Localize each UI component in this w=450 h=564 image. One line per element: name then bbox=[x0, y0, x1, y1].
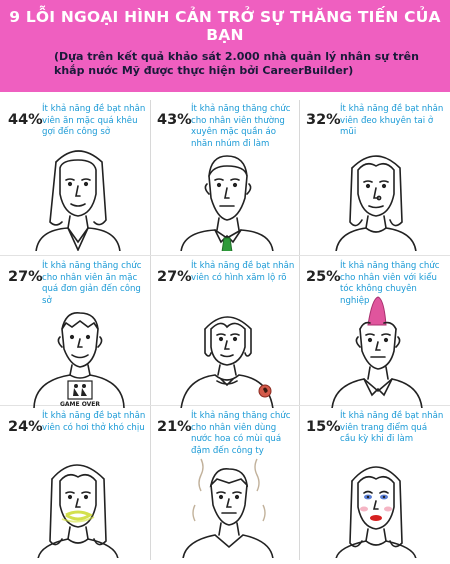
item-percent: 21% bbox=[157, 419, 192, 435]
grid-divider bbox=[0, 255, 450, 256]
survey-grid: 44% Ít khả năng đề bạt nhân viên ăn mặc … bbox=[0, 98, 450, 564]
item-percent: 43% bbox=[157, 112, 192, 128]
man-pink-mohawk-illustration bbox=[331, 296, 423, 408]
woman-nose-ring-illustration bbox=[335, 155, 417, 251]
item-percent: 25% bbox=[306, 269, 341, 285]
man-game-over-shirt-illustration: GAME OVER bbox=[33, 312, 125, 408]
survey-item: 32% Ít khả năng đề bạt nhân viên đeo khu… bbox=[300, 98, 448, 251]
item-description: Ít khả năng đề bạt nhân viên trang điểm … bbox=[340, 411, 444, 445]
survey-item: 44% Ít khả năng đề bạt nhân viên ăn mặc … bbox=[2, 98, 150, 251]
survey-item: 43% Ít khả năng thăng chức cho nhân viên… bbox=[151, 98, 299, 251]
grid-divider bbox=[150, 100, 151, 560]
item-percent: 44% bbox=[8, 112, 43, 128]
survey-item: 24% Ít khả năng đề bạt nhân viên có hơi … bbox=[2, 405, 150, 558]
item-percent: 15% bbox=[306, 419, 341, 435]
item-description: Ít khả năng thăng chức cho nhân viên với… bbox=[340, 261, 440, 306]
item-description: Ít khả năng thăng chức cho nhân viên ăn … bbox=[42, 261, 142, 306]
page-title: 9 LỖI NGOẠI HÌNH CẢN TRỞ SỰ THĂNG TIẾN C… bbox=[9, 8, 441, 44]
header-banner: 9 LỖI NGOẠI HÌNH CẢN TRỞ SỰ THĂNG TIẾN C… bbox=[0, 0, 450, 92]
shirt-text: GAME OVER bbox=[60, 401, 100, 408]
survey-item: 21% Ít khả năng thăng chức cho nhân viên… bbox=[151, 405, 299, 558]
survey-item: 25% Ít khả năng thăng chức cho nhân viên… bbox=[300, 255, 448, 408]
item-description: Ít khả năng thăng chức cho nhân viên thư… bbox=[191, 104, 291, 149]
item-description: Ít khả năng đề bạt nhân viên ăn mặc quá … bbox=[42, 104, 146, 138]
page-subtitle: (Dựa trên kết quả khảo sát 2.000 nhà quả… bbox=[54, 50, 419, 77]
grid-divider bbox=[0, 405, 450, 406]
man-strong-perfume-illustration bbox=[182, 458, 274, 558]
item-percent: 24% bbox=[8, 419, 43, 435]
item-description: Ít khả năng đề bạt nhân viên có hình xăm… bbox=[191, 261, 295, 283]
item-percent: 27% bbox=[157, 269, 192, 285]
woman-heavy-makeup-illustration bbox=[335, 466, 417, 558]
item-description: Ít khả năng đề bạt nhân viên có hơi thở … bbox=[42, 411, 146, 433]
item-percent: 27% bbox=[8, 269, 43, 285]
woman-tattoo-illustration bbox=[180, 316, 274, 408]
survey-item: 27% Ít khả năng thăng chức cho nhân viên… bbox=[2, 255, 150, 408]
woman-bad-breath-illustration bbox=[37, 464, 119, 558]
item-description: Ít khả năng thăng chức cho nhân viên dùn… bbox=[191, 411, 291, 456]
grid-divider bbox=[299, 100, 300, 560]
survey-item: 15% Ít khả năng đề bạt nhân viên trang đ… bbox=[300, 405, 448, 558]
item-percent: 32% bbox=[306, 112, 341, 128]
man-green-tie-illustration bbox=[180, 155, 274, 251]
item-description: Ít khả năng đề bạt nhân viên đeo khuyên … bbox=[340, 104, 444, 138]
woman-long-hair-illustration bbox=[35, 150, 121, 251]
survey-item: 27% Ít khả năng đề bạt nhân viên có hình… bbox=[151, 255, 299, 408]
